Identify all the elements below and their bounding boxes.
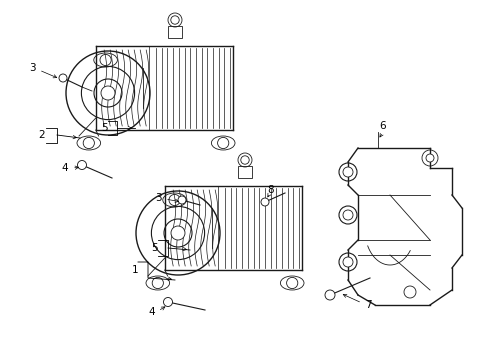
Circle shape	[342, 210, 352, 220]
Text: 5: 5	[151, 243, 158, 253]
Text: 2: 2	[39, 130, 45, 140]
Text: 5: 5	[102, 123, 108, 133]
Text: 3: 3	[29, 63, 35, 73]
Circle shape	[178, 196, 185, 204]
Text: 4: 4	[61, 163, 68, 173]
Circle shape	[325, 290, 334, 300]
Text: 7: 7	[364, 300, 370, 310]
Text: 6: 6	[379, 121, 386, 131]
Circle shape	[77, 161, 86, 170]
Bar	[238, 166, 251, 178]
Text: 8: 8	[267, 185, 273, 195]
Circle shape	[261, 198, 268, 206]
Circle shape	[101, 86, 115, 100]
Circle shape	[342, 167, 352, 177]
Circle shape	[170, 16, 179, 24]
Circle shape	[163, 297, 172, 306]
Circle shape	[59, 74, 67, 82]
Circle shape	[240, 156, 249, 164]
Text: 1: 1	[131, 265, 138, 275]
Text: 4: 4	[148, 307, 155, 317]
Circle shape	[342, 257, 352, 267]
Circle shape	[171, 226, 184, 240]
Text: 3: 3	[155, 193, 162, 203]
Circle shape	[425, 154, 433, 162]
Bar	[168, 26, 182, 38]
